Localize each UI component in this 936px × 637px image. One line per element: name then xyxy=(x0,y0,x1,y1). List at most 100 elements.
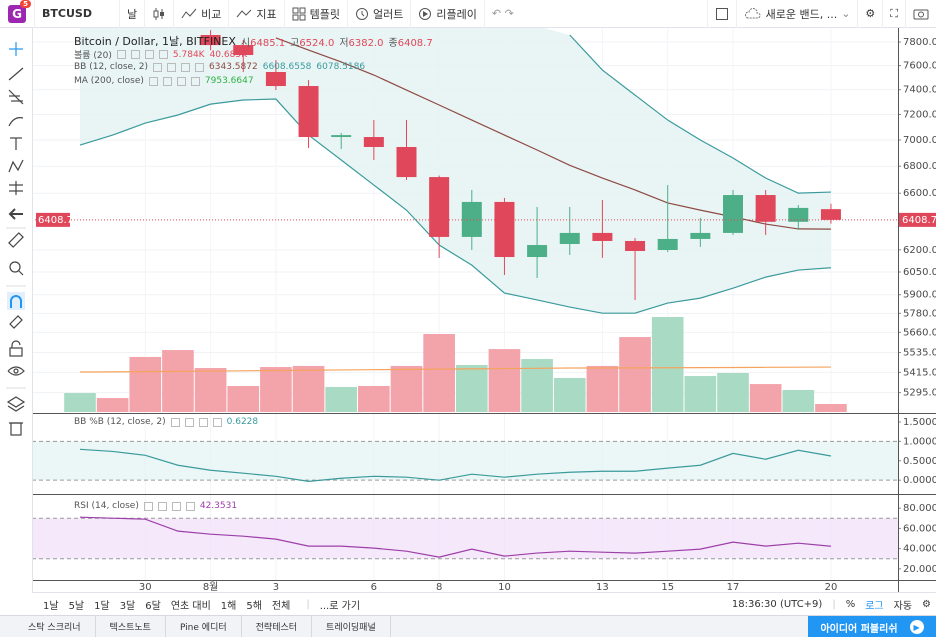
trendline-tool[interactable] xyxy=(8,67,24,81)
legend-icon[interactable] xyxy=(195,62,205,72)
log-scale-button[interactable]: 로그 xyxy=(865,600,884,612)
candle-body xyxy=(527,245,548,258)
top-toolbar: G 5 BTCUSD 날 비교 지표 템플릿 얼러트 리플레이 ↶ ↷ 새로운 … xyxy=(0,0,936,28)
x-tick-label: 6 xyxy=(371,582,377,593)
replay-icon xyxy=(419,7,432,20)
logo-badge: G 5 xyxy=(8,0,31,23)
indicators-button[interactable]: 지표 xyxy=(229,0,285,28)
percent-scale-button[interactable]: % xyxy=(845,598,856,610)
pattern-tool[interactable] xyxy=(8,159,24,173)
legend-icon[interactable] xyxy=(212,417,222,427)
ohlc-label: 저 xyxy=(339,37,349,49)
brush-tool[interactable] xyxy=(8,117,24,127)
range-button[interactable]: 1해 xyxy=(220,600,237,612)
zoom-tool[interactable] xyxy=(9,261,24,276)
legend-icon[interactable] xyxy=(130,50,140,59)
y-tick-label: 20.0000 xyxy=(903,564,936,575)
legend-title: 볼륨 (20) xyxy=(74,51,112,61)
legend-value: 0.6228 xyxy=(226,417,259,427)
legend-icon[interactable] xyxy=(185,501,195,511)
range-button[interactable]: 6달 xyxy=(145,600,161,612)
panel-tab[interactable]: 텍스트노트 xyxy=(96,615,166,637)
panel-tab[interactable]: 전략테스터 xyxy=(242,615,313,637)
volume-bar xyxy=(586,365,619,412)
lock-tool[interactable] xyxy=(9,340,23,357)
volume-bar xyxy=(619,337,651,412)
fullscreen-toggle[interactable]: ⛶ xyxy=(883,0,906,28)
volume-bar xyxy=(129,356,162,412)
publish-label: 아이디어 퍼블리쉬 xyxy=(820,623,898,635)
crosshair-tool[interactable] xyxy=(9,42,23,56)
range-button[interactable]: 3달 xyxy=(119,600,136,612)
measure-tool[interactable] xyxy=(8,232,24,248)
compare-button[interactable]: 비교 xyxy=(174,0,230,28)
clock: 18:36:30 (UTC+9) xyxy=(731,598,823,610)
interval: 날 xyxy=(127,7,138,21)
legend-icon[interactable] xyxy=(176,76,186,86)
legend-icon[interactable] xyxy=(157,501,167,511)
legend-value: 42.3531 xyxy=(199,501,238,511)
legend-title: BB %B (12, close, 2) xyxy=(74,417,166,427)
legend-row: RSI (14, close) 42.3531 xyxy=(74,501,237,511)
back-tool[interactable] xyxy=(8,208,23,220)
range-button[interactable]: 5해 xyxy=(246,600,262,612)
layers-tool[interactable] xyxy=(6,396,26,412)
undo-button[interactable]: ↶ ↷ xyxy=(491,7,514,20)
magnet-tool[interactable] xyxy=(7,292,25,310)
legend-icon[interactable] xyxy=(170,417,180,427)
goto-date-button[interactable]: ...로 가기 xyxy=(319,600,361,612)
alert-button[interactable]: 얼러트 xyxy=(348,0,412,28)
panel-tab[interactable]: 트레이딩패널 xyxy=(312,615,391,637)
snapshot-button[interactable] xyxy=(906,0,936,28)
legend-icon[interactable] xyxy=(148,76,158,86)
x-tick-label: 15 xyxy=(661,582,674,593)
interval-button[interactable]: 날 xyxy=(120,0,146,28)
legend-icon[interactable] xyxy=(153,62,163,72)
bar-style-button[interactable] xyxy=(145,0,175,28)
y-tick-label: 7400.0 xyxy=(903,85,936,96)
settings-button[interactable]: ⚙ xyxy=(922,598,931,610)
legend-icon[interactable] xyxy=(184,417,194,427)
legend-icon[interactable] xyxy=(116,50,126,59)
legend-icon[interactable] xyxy=(171,501,181,511)
replay-button[interactable]: 리플레이 xyxy=(411,0,485,28)
legend-icon[interactable] xyxy=(143,501,153,511)
legend-icon[interactable] xyxy=(198,417,208,427)
legend-icon[interactable] xyxy=(181,62,191,72)
range-button[interactable]: 5날 xyxy=(68,600,85,612)
legend-icon[interactable] xyxy=(162,76,172,86)
range-button[interactable]: 연초 대비 xyxy=(170,600,211,612)
logo[interactable]: G 5 xyxy=(0,0,35,28)
range-button[interactable]: 1날 xyxy=(43,600,59,612)
legend-icon[interactable] xyxy=(167,62,177,72)
auto-scale-button[interactable]: 자동 xyxy=(893,600,913,612)
panel-tab[interactable]: Pine 에디터 xyxy=(166,615,242,637)
panel-tab[interactable]: 스탁 스크리너 xyxy=(14,615,96,637)
range-buttons: 1날 5날 1달 3달 6달 연초 대비 1해 5해 전체 xyxy=(32,597,301,612)
fib-tool[interactable] xyxy=(8,89,24,105)
text-tool[interactable] xyxy=(10,137,22,150)
templates-button[interactable]: 템플릿 xyxy=(285,0,348,28)
drawing-tools xyxy=(6,42,26,436)
publish-idea-button[interactable]: 아이디어 퍼블리쉬 ▶ xyxy=(808,616,936,637)
lock-drawing-tool[interactable] xyxy=(9,315,23,329)
x-tick-label: 13 xyxy=(596,582,609,593)
range-button[interactable]: 전체 xyxy=(271,600,291,612)
ohlc-item: 고6524.0 xyxy=(290,34,334,49)
symbol-search[interactable]: BTCUSD xyxy=(35,0,120,28)
layout-button[interactable]: 새로운 밴드, ... ⌄ xyxy=(737,0,859,28)
legend-icon[interactable] xyxy=(190,76,200,86)
volume-bar xyxy=(358,386,390,412)
range-button[interactable]: 1달 xyxy=(94,600,110,612)
legend-icon[interactable] xyxy=(158,50,168,59)
prediction-tool[interactable] xyxy=(9,181,23,195)
legend-icon[interactable] xyxy=(144,50,154,59)
fullscreen-button[interactable] xyxy=(706,0,737,28)
y-tick-label: 5415.0 xyxy=(903,367,936,378)
layout-name: 새로운 밴드, ... xyxy=(765,7,838,21)
settings-button[interactable]: ⚙ xyxy=(858,0,884,28)
delete-tool[interactable] xyxy=(9,422,23,436)
volume-bar xyxy=(455,364,488,412)
volume-bar xyxy=(390,365,423,412)
visibility-tool[interactable] xyxy=(7,366,25,376)
